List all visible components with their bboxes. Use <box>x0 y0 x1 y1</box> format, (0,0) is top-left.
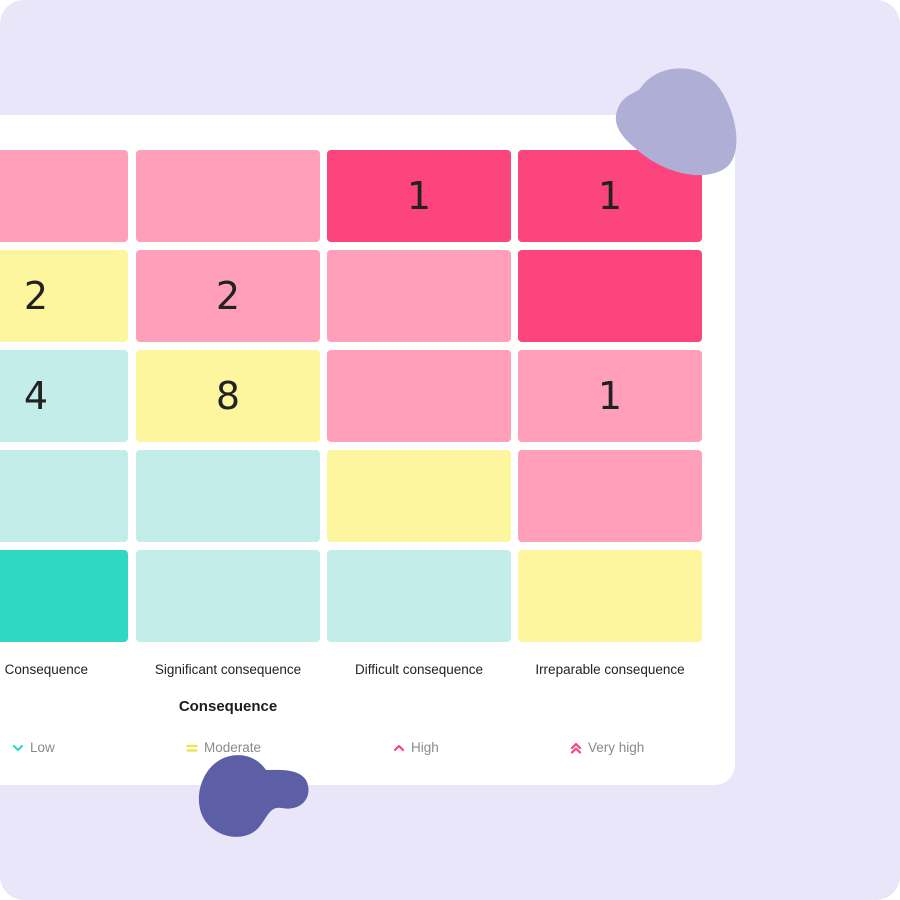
matrix-cell[interactable] <box>518 450 702 542</box>
matrix-cell[interactable] <box>518 250 702 342</box>
axis-title: Consequence <box>178 698 278 715</box>
decorative-blob-top <box>615 68 737 176</box>
legend-label: Moderate <box>204 740 262 755</box>
matrix-cell[interactable] <box>0 450 128 542</box>
chevron-up-icon <box>393 744 405 751</box>
column-label-suffix: onsequence <box>14 662 88 677</box>
matrix-cell[interactable]: 2 <box>0 250 128 342</box>
legend-high: High <box>393 740 439 755</box>
matrix-cell[interactable]: 2 <box>136 250 320 342</box>
decorative-blob-bottom <box>198 755 309 837</box>
matrix-cell[interactable]: 1 <box>327 150 511 242</box>
legend-label: High <box>411 740 439 755</box>
matrix-cell[interactable] <box>136 450 320 542</box>
matrix-cell[interactable]: 4 <box>0 350 128 442</box>
chevron-down-icon <box>12 744 24 751</box>
legend-very-high: Very high <box>570 740 644 755</box>
matrix-cell[interactable]: 8 <box>136 350 320 442</box>
matrix-cell[interactable] <box>327 450 511 542</box>
column-label-text: Consequence <box>4 662 88 677</box>
matrix-cell[interactable] <box>518 550 702 642</box>
matrix-cell[interactable] <box>136 550 320 642</box>
matrix-cell[interactable] <box>136 150 320 242</box>
double-chevron-up-icon <box>570 742 582 754</box>
matrix-cell[interactable] <box>0 550 128 642</box>
matrix-cell[interactable] <box>327 250 511 342</box>
matrix-cell[interactable] <box>0 150 128 242</box>
equals-icon <box>186 744 198 752</box>
column-label: Consequence <box>0 662 88 677</box>
legend-label: Low <box>30 740 55 755</box>
legend-moderate: Moderate <box>186 740 261 755</box>
column-label: Difficult consequence <box>354 662 484 677</box>
column-label: Significant consequence <box>154 662 302 677</box>
column-label: Irreparable consequence <box>535 662 685 677</box>
matrix-cell[interactable] <box>327 350 511 442</box>
matrix-cell[interactable] <box>327 550 511 642</box>
matrix-cell[interactable]: 1 <box>518 350 702 442</box>
legend-label: Very high <box>588 740 645 755</box>
legend-low: Low <box>12 740 55 755</box>
